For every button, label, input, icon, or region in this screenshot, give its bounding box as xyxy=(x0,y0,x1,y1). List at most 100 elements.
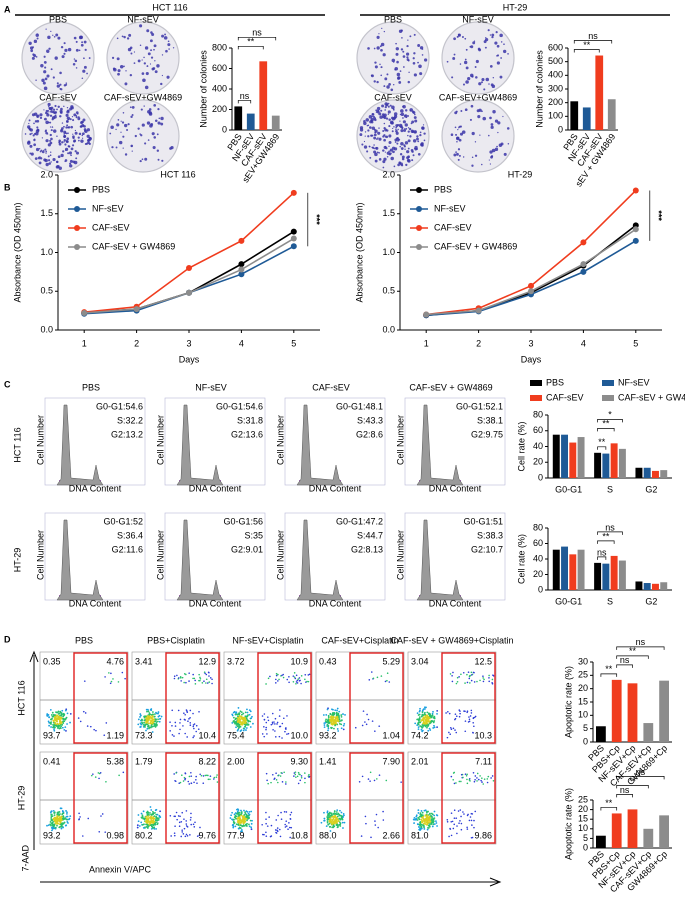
event xyxy=(277,774,280,776)
group-title: HCT 116 xyxy=(152,2,187,12)
point xyxy=(186,265,192,271)
colony xyxy=(388,140,392,144)
colony xyxy=(65,113,69,117)
event xyxy=(278,678,280,681)
colony xyxy=(492,110,496,114)
event xyxy=(198,834,201,837)
event xyxy=(263,735,266,738)
significance-bracket xyxy=(597,531,623,535)
colony xyxy=(387,110,391,114)
event xyxy=(267,719,270,722)
colony xyxy=(397,128,399,131)
event xyxy=(330,814,333,817)
colony xyxy=(137,127,140,130)
colony xyxy=(139,159,142,163)
colony xyxy=(154,119,158,123)
colony xyxy=(130,144,134,148)
colony xyxy=(48,47,51,50)
event xyxy=(462,776,464,779)
event xyxy=(47,713,50,716)
colony xyxy=(69,162,72,165)
colony xyxy=(375,109,378,112)
event xyxy=(486,778,489,780)
event xyxy=(491,678,494,681)
event xyxy=(452,727,455,730)
event xyxy=(192,823,195,826)
bar xyxy=(627,683,638,742)
apoptotic-gate xyxy=(257,752,312,844)
bar xyxy=(582,107,591,130)
colony xyxy=(489,150,493,154)
legend-label: CAF-sEV xyxy=(546,392,584,402)
colony xyxy=(160,122,164,126)
bar xyxy=(602,563,610,590)
colony xyxy=(421,126,425,130)
event xyxy=(446,820,449,823)
event xyxy=(249,726,252,728)
colony xyxy=(47,159,51,162)
colony xyxy=(413,52,416,55)
event xyxy=(156,823,159,826)
colony xyxy=(142,78,146,83)
event xyxy=(59,727,62,729)
y-tick-label: 60 xyxy=(533,538,543,548)
event xyxy=(482,675,484,677)
y-tick-label: 200 xyxy=(548,97,563,107)
event xyxy=(473,826,475,829)
colony xyxy=(458,138,462,142)
event xyxy=(52,721,55,724)
event xyxy=(382,819,385,821)
colony xyxy=(490,123,494,126)
colony xyxy=(56,82,59,85)
event xyxy=(155,828,157,830)
event xyxy=(378,725,381,727)
colony xyxy=(153,44,157,48)
colony xyxy=(490,83,494,87)
event xyxy=(247,723,250,726)
event xyxy=(50,817,53,819)
colony xyxy=(418,64,422,69)
event xyxy=(360,835,363,837)
colony xyxy=(402,105,405,108)
event xyxy=(240,723,242,726)
colony xyxy=(156,64,160,68)
event xyxy=(53,728,55,731)
event xyxy=(179,781,182,784)
event xyxy=(332,824,335,826)
colony xyxy=(116,57,120,61)
event xyxy=(449,733,452,736)
x-tick-label: 1 xyxy=(82,338,87,348)
event xyxy=(276,781,279,784)
bar xyxy=(651,583,659,590)
plate xyxy=(106,99,180,173)
colony xyxy=(32,134,35,137)
colony xyxy=(34,120,38,123)
event xyxy=(185,820,188,822)
x-tick-label: S xyxy=(607,596,613,606)
colony xyxy=(45,120,49,125)
colony xyxy=(503,43,505,46)
colony xyxy=(33,138,36,142)
colony xyxy=(389,152,392,155)
event xyxy=(464,682,466,684)
point xyxy=(528,282,534,289)
event xyxy=(295,674,298,677)
panel-label: C xyxy=(4,379,11,389)
event xyxy=(427,718,429,720)
bar xyxy=(246,113,255,130)
event xyxy=(157,711,160,713)
colony xyxy=(53,111,56,115)
colony xyxy=(160,82,163,86)
colony xyxy=(50,110,54,114)
colony xyxy=(382,53,386,57)
event xyxy=(452,827,455,830)
colony xyxy=(476,109,480,113)
event xyxy=(333,810,336,812)
event xyxy=(323,819,325,822)
event xyxy=(249,710,252,713)
event xyxy=(277,680,279,682)
event xyxy=(293,676,296,678)
colony xyxy=(84,129,88,133)
colony xyxy=(502,49,507,54)
event xyxy=(271,722,274,725)
